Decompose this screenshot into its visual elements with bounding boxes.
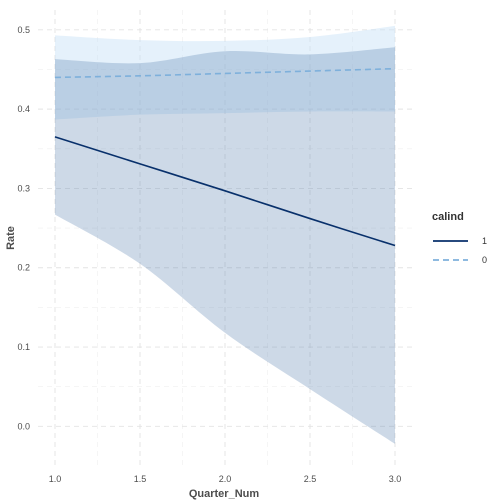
legend-label-1: 1 — [482, 236, 487, 246]
x-tick-label: 1.0 — [49, 474, 62, 484]
legend-title: calind — [432, 211, 464, 223]
y-tick-label: 0.4 — [17, 104, 30, 114]
x-tick-label: 2.5 — [304, 474, 317, 484]
ci-band-1 — [55, 47, 395, 444]
y-tick-label: 0.1 — [17, 342, 30, 352]
series-lines — [54, 67, 396, 247]
x-tick-label: 2.0 — [219, 474, 232, 484]
x-axis-title: Quarter_Num — [189, 488, 260, 500]
y-axis-title: Rate — [5, 226, 17, 250]
series-line-0 — [54, 67, 396, 79]
x-tick-label: 1.5 — [134, 474, 147, 484]
series-line-1 — [54, 136, 396, 247]
y-tick-label: 0.3 — [17, 183, 30, 193]
grid-lines — [38, 10, 412, 466]
y-tick-label: 0.0 — [17, 421, 30, 431]
y-tick-label: 0.2 — [17, 263, 30, 273]
y-tick-label: 0.5 — [17, 25, 30, 35]
legend-label-0: 0 — [482, 255, 487, 265]
x-tick-label: 3.0 — [389, 474, 402, 484]
legend: calind 1 0 — [432, 211, 487, 265]
axis-ticks: 1.0 1.5 2.0 2.5 3.0 0.0 0.1 0.2 0.3 0.4 0.5 — [17, 25, 401, 484]
